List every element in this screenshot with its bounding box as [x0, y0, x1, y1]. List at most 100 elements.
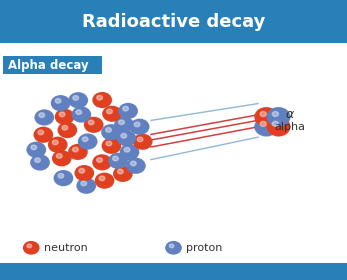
Text: proton: proton: [186, 243, 223, 253]
Circle shape: [120, 145, 138, 159]
Circle shape: [35, 110, 53, 125]
Circle shape: [117, 131, 135, 145]
Circle shape: [137, 137, 143, 142]
Circle shape: [127, 158, 145, 173]
Bar: [0, 0, 347, 43]
Circle shape: [68, 144, 87, 160]
Text: α: α: [286, 108, 294, 121]
Circle shape: [130, 161, 136, 166]
Circle shape: [115, 117, 133, 132]
Circle shape: [107, 109, 112, 114]
Circle shape: [77, 178, 96, 193]
Circle shape: [97, 95, 102, 100]
Circle shape: [56, 109, 74, 124]
Circle shape: [69, 145, 87, 159]
Circle shape: [52, 96, 70, 110]
Circle shape: [27, 244, 32, 248]
Circle shape: [95, 173, 113, 188]
Circle shape: [24, 242, 39, 254]
Circle shape: [88, 120, 94, 125]
Circle shape: [79, 169, 85, 173]
Circle shape: [102, 125, 120, 139]
Circle shape: [124, 148, 130, 152]
Circle shape: [113, 156, 118, 161]
Bar: [0, 43, 347, 263]
Circle shape: [255, 108, 277, 126]
Circle shape: [79, 134, 97, 149]
Circle shape: [169, 244, 174, 248]
Bar: [3, 56, 102, 74]
Circle shape: [93, 93, 111, 107]
Circle shape: [114, 167, 132, 181]
Circle shape: [85, 118, 103, 132]
Circle shape: [52, 151, 71, 166]
Text: Radioactive decay: Radioactive decay: [82, 13, 265, 31]
Circle shape: [103, 106, 121, 121]
Circle shape: [120, 144, 139, 160]
Circle shape: [72, 107, 91, 122]
Circle shape: [53, 151, 71, 165]
Circle shape: [93, 155, 111, 170]
Circle shape: [55, 99, 61, 103]
Circle shape: [102, 139, 120, 153]
Circle shape: [272, 121, 279, 126]
Circle shape: [55, 109, 74, 124]
Circle shape: [272, 111, 279, 116]
Circle shape: [126, 158, 145, 173]
Circle shape: [35, 158, 40, 162]
Circle shape: [84, 117, 103, 132]
Circle shape: [123, 106, 128, 111]
Bar: [0, 263, 347, 280]
Circle shape: [255, 118, 277, 136]
Circle shape: [75, 166, 93, 180]
Circle shape: [130, 120, 149, 134]
Circle shape: [95, 173, 114, 188]
Circle shape: [58, 174, 64, 178]
Circle shape: [77, 178, 95, 193]
Circle shape: [27, 143, 45, 157]
Circle shape: [56, 154, 62, 158]
Circle shape: [119, 103, 137, 119]
Circle shape: [82, 137, 88, 141]
Circle shape: [31, 155, 50, 170]
Circle shape: [102, 138, 121, 153]
Circle shape: [69, 93, 87, 108]
Circle shape: [103, 106, 121, 121]
Circle shape: [27, 142, 46, 157]
Circle shape: [133, 134, 152, 149]
Text: neutron: neutron: [44, 243, 88, 253]
Circle shape: [51, 95, 70, 111]
Circle shape: [31, 155, 49, 170]
Circle shape: [39, 113, 45, 118]
Circle shape: [268, 118, 290, 136]
Circle shape: [166, 242, 181, 254]
Circle shape: [260, 111, 266, 116]
Circle shape: [49, 137, 67, 152]
Circle shape: [255, 108, 278, 126]
Circle shape: [62, 125, 68, 130]
Text: Alpha decay: Alpha decay: [8, 59, 88, 72]
Circle shape: [260, 121, 266, 126]
Circle shape: [134, 122, 140, 127]
Circle shape: [75, 165, 94, 181]
Circle shape: [48, 137, 67, 152]
Circle shape: [119, 104, 137, 118]
Circle shape: [267, 117, 290, 136]
Circle shape: [73, 95, 78, 100]
Circle shape: [115, 117, 134, 132]
Circle shape: [59, 112, 65, 117]
Circle shape: [58, 123, 76, 137]
Circle shape: [93, 155, 111, 170]
Circle shape: [54, 171, 73, 186]
Circle shape: [93, 92, 112, 108]
Circle shape: [38, 130, 44, 135]
Circle shape: [267, 108, 290, 126]
Circle shape: [121, 134, 127, 138]
Circle shape: [255, 117, 278, 136]
Circle shape: [58, 122, 77, 138]
Circle shape: [76, 110, 82, 115]
Circle shape: [102, 125, 120, 140]
Circle shape: [109, 153, 127, 168]
Circle shape: [109, 153, 127, 169]
Circle shape: [117, 169, 123, 174]
